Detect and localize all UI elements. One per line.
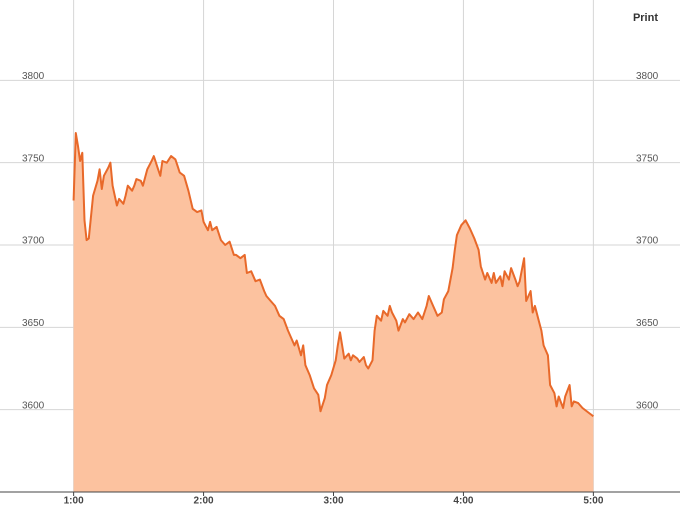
y2-tick-label: 3800 xyxy=(636,71,659,82)
area-line xyxy=(72,132,594,418)
x-tick-label: 5:00 xyxy=(583,496,603,507)
x-tick-label: 1:00 xyxy=(64,496,84,507)
x-tick-label: 2:00 xyxy=(194,496,214,507)
y2-tick-label: 3750 xyxy=(636,153,659,164)
y-tick-label: 3600 xyxy=(22,400,45,411)
y-tick-label: 3650 xyxy=(22,318,45,329)
print-button[interactable]: Print xyxy=(633,12,658,24)
y-tick-label: 3750 xyxy=(22,153,45,164)
y2-tick-label: 3600 xyxy=(636,400,659,411)
y2-tick-label: 3650 xyxy=(636,318,659,329)
y-tick-label: 3700 xyxy=(22,236,45,247)
y-tick-label: 3800 xyxy=(22,71,45,82)
x-tick-label: 3:00 xyxy=(323,496,343,507)
x-tick-label: 4:00 xyxy=(453,496,473,507)
y2-tick-label: 3700 xyxy=(636,236,659,247)
